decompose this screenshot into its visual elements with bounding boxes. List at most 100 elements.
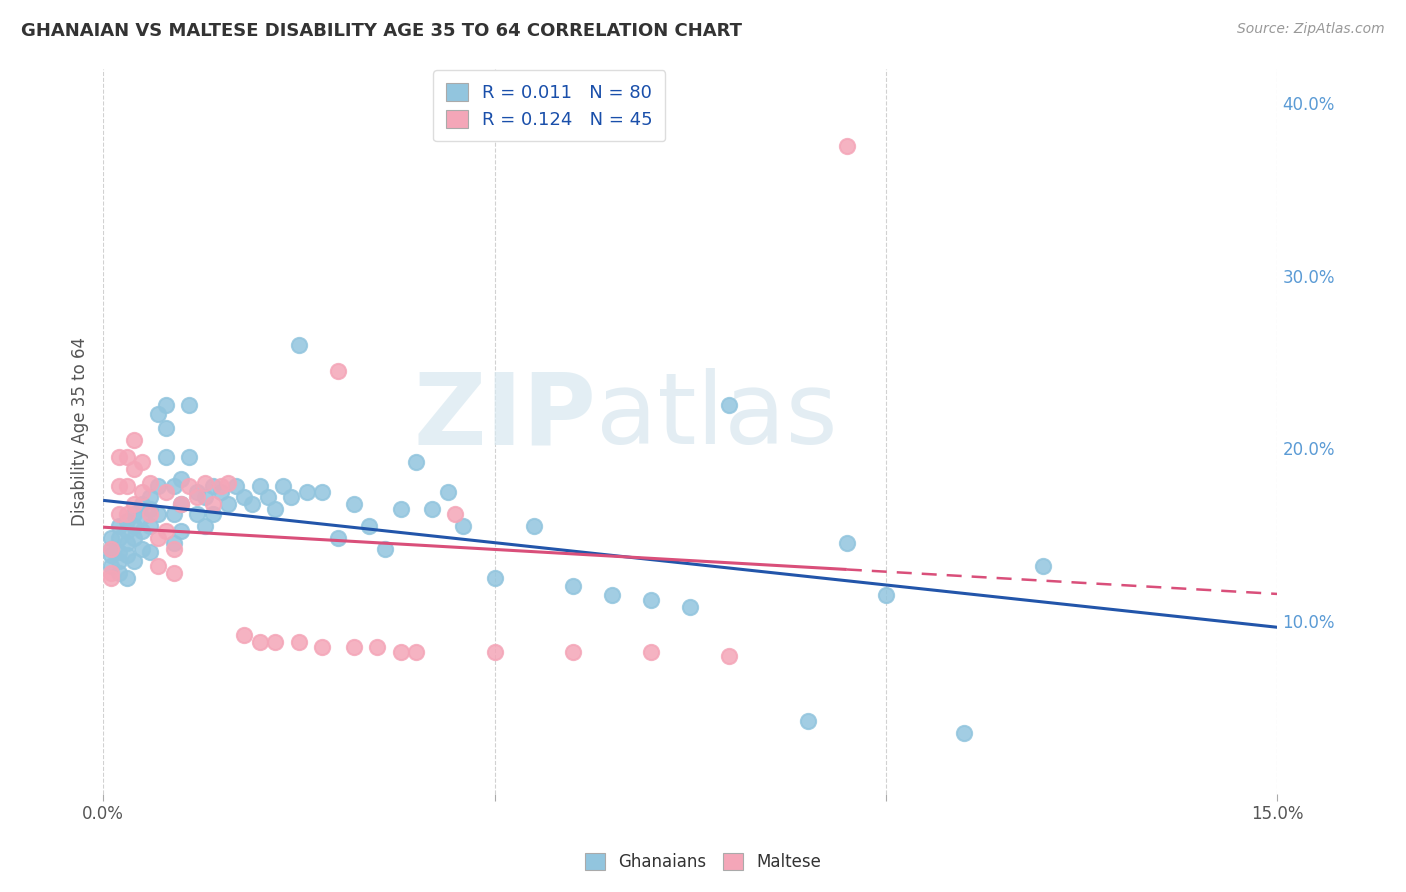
Point xyxy=(186,507,208,521)
Point xyxy=(295,484,318,499)
Point xyxy=(124,531,146,545)
Point xyxy=(420,501,443,516)
Point xyxy=(343,497,366,511)
Point xyxy=(561,645,583,659)
Point xyxy=(170,497,193,511)
Point xyxy=(249,634,271,648)
Point xyxy=(201,497,224,511)
Point xyxy=(170,524,193,539)
Point xyxy=(100,531,122,545)
Point xyxy=(264,634,287,648)
Point xyxy=(359,519,381,533)
Point xyxy=(155,524,177,539)
Text: ZIP: ZIP xyxy=(413,368,596,465)
Point xyxy=(124,519,146,533)
Point xyxy=(115,479,138,493)
Text: GHANAIAN VS MALTESE DISABILITY AGE 35 TO 64 CORRELATION CHART: GHANAIAN VS MALTESE DISABILITY AGE 35 TO… xyxy=(21,22,742,40)
Point xyxy=(139,501,162,516)
Text: Source: ZipAtlas.com: Source: ZipAtlas.com xyxy=(1237,22,1385,37)
Point xyxy=(600,588,623,602)
Point xyxy=(264,501,287,516)
Legend: R = 0.011   N = 80, R = 0.124   N = 45: R = 0.011 N = 80, R = 0.124 N = 45 xyxy=(433,70,665,142)
Point xyxy=(640,645,662,659)
Point xyxy=(249,479,271,493)
Point xyxy=(146,479,169,493)
Point xyxy=(100,541,122,556)
Point xyxy=(139,519,162,533)
Point xyxy=(484,571,506,585)
Point xyxy=(170,497,193,511)
Point xyxy=(131,484,153,499)
Point xyxy=(326,364,349,378)
Point xyxy=(107,507,129,521)
Point xyxy=(162,479,184,493)
Point xyxy=(451,519,474,533)
Point xyxy=(444,507,467,521)
Point xyxy=(100,558,122,573)
Point xyxy=(124,507,146,521)
Point xyxy=(131,455,153,469)
Point xyxy=(162,541,184,556)
Point xyxy=(561,579,583,593)
Point xyxy=(124,553,146,567)
Point xyxy=(405,645,427,659)
Point xyxy=(366,640,388,654)
Point xyxy=(100,549,122,563)
Point xyxy=(124,462,146,476)
Point xyxy=(115,450,138,464)
Point xyxy=(225,479,247,493)
Point xyxy=(343,640,366,654)
Point xyxy=(288,634,311,648)
Point xyxy=(107,450,129,464)
Point xyxy=(162,507,184,521)
Point xyxy=(139,545,162,559)
Point xyxy=(186,490,208,504)
Point xyxy=(835,536,858,550)
Point xyxy=(155,420,177,434)
Point xyxy=(131,510,153,524)
Point xyxy=(115,524,138,539)
Point xyxy=(115,536,138,550)
Point xyxy=(201,507,224,521)
Point xyxy=(389,501,412,516)
Point xyxy=(233,628,256,642)
Point xyxy=(194,490,217,504)
Point xyxy=(124,433,146,447)
Point xyxy=(115,507,138,521)
Point xyxy=(146,558,169,573)
Point xyxy=(139,507,162,521)
Point xyxy=(523,519,546,533)
Point xyxy=(875,588,897,602)
Point xyxy=(162,566,184,580)
Point xyxy=(209,484,232,499)
Point xyxy=(194,475,217,490)
Point xyxy=(131,497,153,511)
Point xyxy=(374,541,396,556)
Point xyxy=(194,519,217,533)
Point xyxy=(240,497,263,511)
Point xyxy=(115,514,138,528)
Point xyxy=(107,531,129,545)
Point xyxy=(107,519,129,533)
Point xyxy=(179,398,201,412)
Point xyxy=(326,531,349,545)
Point xyxy=(146,407,169,421)
Point xyxy=(115,571,138,585)
Point xyxy=(115,549,138,563)
Point xyxy=(146,507,169,521)
Point xyxy=(389,645,412,659)
Point xyxy=(679,600,702,615)
Point xyxy=(280,490,302,504)
Point xyxy=(217,475,239,490)
Point xyxy=(405,455,427,469)
Point xyxy=(139,490,162,504)
Point xyxy=(155,484,177,499)
Point xyxy=(718,648,741,663)
Point xyxy=(311,484,333,499)
Point xyxy=(640,593,662,607)
Text: atlas: atlas xyxy=(596,368,838,465)
Point xyxy=(835,139,858,153)
Point xyxy=(100,541,122,556)
Point xyxy=(139,475,162,490)
Point xyxy=(107,553,129,567)
